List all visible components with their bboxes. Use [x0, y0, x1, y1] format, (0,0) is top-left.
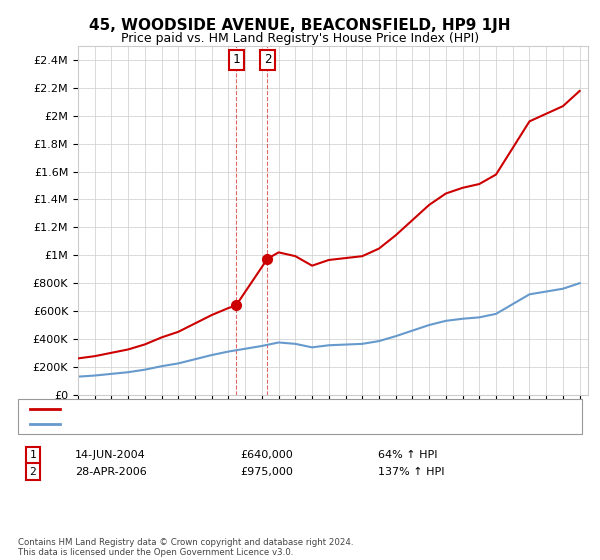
Text: 45, WOODSIDE AVENUE, BEACONSFIELD, HP9 1JH (detached house): 45, WOODSIDE AVENUE, BEACONSFIELD, HP9 1… — [66, 404, 419, 414]
Text: Price paid vs. HM Land Registry's House Price Index (HPI): Price paid vs. HM Land Registry's House … — [121, 32, 479, 45]
Text: 2: 2 — [264, 53, 271, 67]
Text: £975,000: £975,000 — [240, 466, 293, 477]
Text: 2: 2 — [29, 466, 37, 477]
Text: Contains HM Land Registry data © Crown copyright and database right 2024.
This d: Contains HM Land Registry data © Crown c… — [18, 538, 353, 557]
Text: 45, WOODSIDE AVENUE, BEACONSFIELD, HP9 1JH: 45, WOODSIDE AVENUE, BEACONSFIELD, HP9 1… — [89, 18, 511, 33]
Text: HPI: Average price, detached house, Buckinghamshire: HPI: Average price, detached house, Buck… — [66, 419, 349, 430]
Text: 1: 1 — [29, 450, 37, 460]
Text: 14-JUN-2004: 14-JUN-2004 — [75, 450, 146, 460]
Text: 28-APR-2006: 28-APR-2006 — [75, 466, 147, 477]
Text: 1: 1 — [232, 53, 240, 67]
Text: £640,000: £640,000 — [240, 450, 293, 460]
Text: 64% ↑ HPI: 64% ↑ HPI — [378, 450, 437, 460]
Text: 137% ↑ HPI: 137% ↑ HPI — [378, 466, 445, 477]
